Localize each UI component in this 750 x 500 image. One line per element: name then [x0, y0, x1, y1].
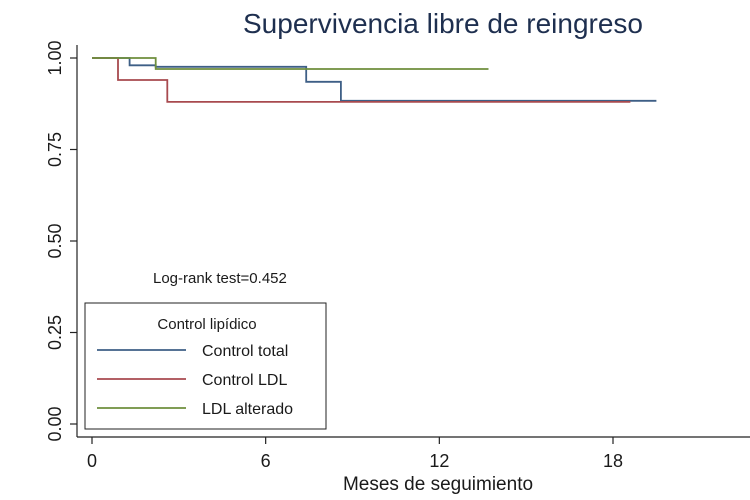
y-tick-label: 0.75 [45, 132, 65, 167]
chart-title: Supervivencia libre de reingreso [243, 8, 643, 39]
legend-label: Control total [202, 343, 288, 360]
x-axis-label: Meses de seguimiento [343, 474, 533, 495]
y-tick-label: 1.00 [45, 40, 65, 75]
series-line-1 [92, 57, 657, 102]
x-tick-label: 0 [87, 451, 97, 471]
x-tick-label: 18 [603, 451, 623, 471]
legend-title: Control lipídico [157, 316, 256, 333]
series-line-2 [92, 57, 631, 103]
x-tick-label: 12 [429, 451, 449, 471]
series-line-3 [92, 57, 489, 70]
y-axis: 0.00 0.25 0.50 0.75 1.00 [45, 40, 78, 442]
y-tick-label: 0.50 [45, 223, 65, 258]
legend-label: Control LDL [202, 372, 287, 389]
y-tick-label: 0.25 [45, 315, 65, 350]
legend-label: LDL alterado [202, 401, 293, 418]
survival-curves [92, 57, 657, 103]
log-rank-annotation: Log-rank test=0.452 [153, 270, 287, 287]
legend: Control lipídico Control total Control LD… [84, 302, 327, 430]
y-tick-label: 0.00 [45, 406, 65, 441]
x-axis: 0 6 12 18 [77, 436, 750, 471]
x-tick-label: 6 [261, 451, 271, 471]
